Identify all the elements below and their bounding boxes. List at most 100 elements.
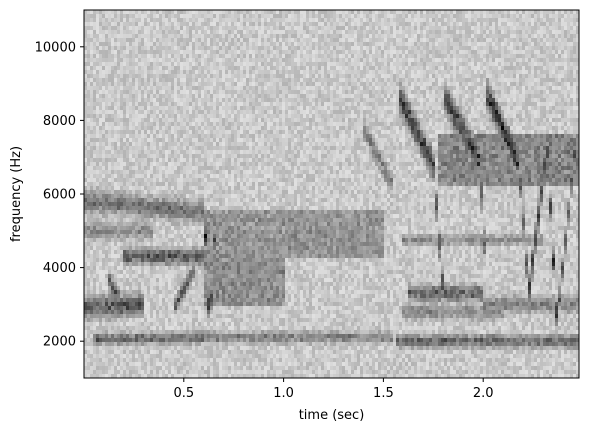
heatmap-cell — [153, 174, 157, 179]
heatmap-cell — [210, 330, 214, 335]
heatmap-cell — [123, 114, 127, 119]
heatmap-cell — [165, 226, 169, 231]
heatmap-cell — [228, 106, 232, 111]
heatmap-cell — [171, 354, 175, 359]
heatmap-cell — [198, 242, 202, 247]
heatmap-cell — [231, 254, 235, 259]
heatmap-cell — [108, 310, 112, 315]
heatmap-cell — [237, 130, 241, 135]
heatmap-cell — [237, 370, 241, 375]
heatmap-cell — [162, 66, 166, 71]
heatmap-cell — [138, 346, 142, 351]
heatmap-cell — [156, 302, 160, 307]
heatmap-cell — [180, 62, 184, 67]
heatmap-cell — [237, 190, 241, 195]
heatmap-cell — [138, 54, 142, 59]
heatmap-cell — [234, 226, 238, 231]
heatmap-cell — [156, 334, 160, 339]
heatmap-cell — [159, 50, 163, 55]
heatmap-cell — [174, 214, 178, 219]
heatmap-cell — [165, 146, 169, 151]
heatmap-cell — [216, 350, 220, 355]
heatmap-cell — [132, 258, 136, 263]
heatmap-cell — [90, 74, 94, 79]
heatmap-cell — [93, 50, 97, 55]
heatmap-cell — [90, 338, 94, 343]
heatmap-cell — [240, 306, 244, 311]
heatmap-cell — [222, 90, 226, 95]
heatmap-cell — [108, 262, 112, 267]
heatmap-cell — [165, 330, 169, 335]
heatmap-cell — [144, 90, 148, 95]
heatmap-cell — [105, 218, 109, 223]
heatmap-cell — [201, 222, 205, 227]
heatmap-cell — [162, 290, 166, 295]
heatmap-cell — [228, 238, 232, 243]
heatmap-cell — [192, 278, 196, 283]
heatmap-cell — [132, 198, 136, 203]
heatmap-cell — [201, 334, 205, 339]
heatmap-cell — [138, 30, 142, 35]
heatmap-cell — [99, 182, 103, 187]
heatmap-cell — [189, 194, 193, 199]
heatmap-cell — [174, 138, 178, 143]
heatmap-cell — [207, 150, 211, 155]
heatmap-cell — [93, 278, 97, 283]
heatmap-cell — [201, 242, 205, 247]
heatmap-cell — [195, 30, 199, 35]
heatmap-cell — [219, 130, 223, 135]
heatmap-cell — [219, 210, 223, 215]
heatmap-cell — [189, 18, 193, 23]
heatmap-cell — [96, 94, 100, 99]
heatmap-cell — [111, 162, 115, 167]
heatmap-cell — [90, 130, 94, 135]
heatmap-cell — [195, 34, 199, 39]
heatmap-cell — [219, 162, 223, 167]
heatmap-cell — [159, 74, 163, 79]
heatmap-cell — [219, 174, 223, 179]
heatmap-cell — [177, 318, 181, 323]
heatmap-cell — [126, 178, 130, 183]
heatmap-cell — [120, 114, 124, 119]
heatmap-cell — [114, 314, 118, 319]
heatmap-cell — [222, 118, 226, 123]
heatmap-cell — [222, 290, 226, 295]
heatmap-cell — [195, 42, 199, 47]
heatmap-cell — [150, 158, 154, 163]
heatmap-cell — [234, 90, 238, 95]
heatmap-cell — [99, 246, 103, 251]
heatmap-cell — [174, 278, 178, 283]
heatmap-cell — [120, 230, 124, 235]
heatmap-cell — [165, 154, 169, 159]
heatmap-cell — [198, 354, 202, 359]
heatmap-cell — [240, 282, 244, 287]
heatmap-cell — [102, 50, 106, 55]
heatmap-cell — [195, 190, 199, 195]
heatmap-cell — [96, 342, 100, 347]
heatmap-cell — [99, 362, 103, 367]
heatmap-cell — [174, 270, 178, 275]
heatmap-cell — [168, 218, 172, 223]
heatmap-cell — [159, 70, 163, 75]
heatmap-cell — [168, 198, 172, 203]
heatmap-cell — [225, 362, 229, 367]
heatmap-cell — [210, 366, 214, 371]
heatmap-cell — [87, 166, 91, 171]
heatmap-cell — [228, 206, 232, 211]
heatmap-cell — [159, 122, 163, 127]
heatmap-cell — [123, 178, 127, 183]
heatmap-cell — [153, 266, 157, 271]
heatmap-cell — [174, 154, 178, 159]
heatmap-cell — [156, 10, 160, 15]
heatmap-cell — [132, 130, 136, 135]
heatmap-cell — [231, 42, 235, 47]
heatmap-cell — [102, 142, 106, 147]
heatmap-cell — [162, 58, 166, 63]
heatmap-cell — [195, 198, 199, 203]
heatmap-cell — [246, 118, 250, 123]
heatmap-cell — [213, 102, 217, 107]
heatmap-cell — [177, 134, 181, 139]
heatmap-cell — [120, 374, 124, 379]
heatmap-cell — [120, 250, 124, 255]
heatmap-cell — [135, 374, 139, 379]
